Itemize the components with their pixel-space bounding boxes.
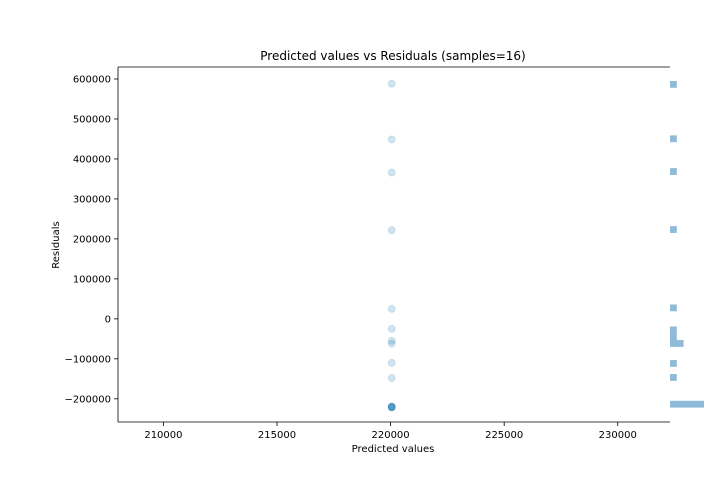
y-axis: −200000 −100000 0 100000 200000 300000 400000 5… xyxy=(64,67,119,422)
x-axis: 210000 215000 220000 225000 230000 xyxy=(118,421,670,441)
histogram-bar xyxy=(670,340,684,347)
data-point xyxy=(387,135,396,144)
x-tick-label: 210000 xyxy=(144,430,182,441)
histogram-bar xyxy=(670,80,677,88)
y-tick-label: −200000 xyxy=(64,394,111,405)
data-point xyxy=(387,403,396,412)
data-point xyxy=(387,403,396,412)
histogram-bar xyxy=(670,135,677,143)
data-point xyxy=(387,402,396,411)
y-tick-label: 100000 xyxy=(73,274,111,285)
plot-area xyxy=(118,66,670,412)
data-point xyxy=(387,403,396,412)
histogram-bar xyxy=(670,226,677,233)
y-axis-label: Residuals xyxy=(51,221,62,268)
y-tick-label: 400000 xyxy=(73,154,111,165)
data-point xyxy=(387,339,396,348)
histogram-bar xyxy=(670,360,677,367)
data-point xyxy=(387,402,396,411)
data-point xyxy=(387,324,396,333)
histogram-bar xyxy=(670,304,677,312)
x-tick-label: 225000 xyxy=(485,430,523,441)
data-point xyxy=(387,226,396,235)
data-point xyxy=(387,374,396,382)
y-tick-label: 600000 xyxy=(73,74,111,85)
data-point xyxy=(387,79,396,88)
chart-title: Predicted values vs Residuals (samples=1… xyxy=(260,49,525,63)
histogram-bar xyxy=(670,333,677,341)
data-point xyxy=(387,402,396,411)
x-tick-label: 215000 xyxy=(258,430,296,441)
x-axis-label: Predicted values xyxy=(352,444,435,455)
y-tick-label: 300000 xyxy=(73,194,111,205)
data-point xyxy=(387,168,396,177)
data-point xyxy=(387,336,396,345)
y-tick-label: 0 xyxy=(105,314,111,325)
histogram-bar xyxy=(670,400,704,408)
x-tick-label: 220000 xyxy=(371,430,409,441)
x-tick-label: 230000 xyxy=(599,430,637,441)
y-tick-label: 200000 xyxy=(73,234,111,245)
histogram-bar xyxy=(670,326,677,334)
y-tick-label: 500000 xyxy=(73,114,111,125)
y-tick-label: −100000 xyxy=(64,354,111,365)
data-point xyxy=(387,358,396,367)
histogram-bar xyxy=(670,374,677,381)
residual-histogram xyxy=(670,80,704,408)
histogram-bar xyxy=(670,168,677,175)
data-point xyxy=(387,304,396,313)
